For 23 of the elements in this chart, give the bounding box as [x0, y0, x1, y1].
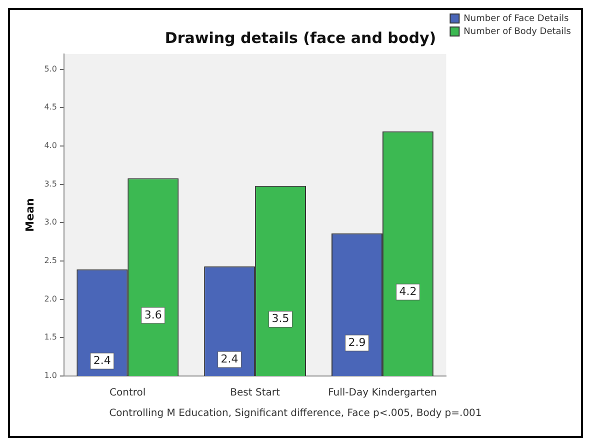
x-tick-label: Control: [110, 388, 146, 399]
y-axis-title: Mean: [23, 198, 36, 232]
y-tick-label: 5.0: [44, 64, 57, 74]
data-label: 2.4: [220, 352, 238, 366]
text: Controlling M Education, Significant difference, Face p<.005, Body p=.001: [108, 408, 483, 419]
data-label: 3.5: [272, 312, 290, 326]
y-tick-label: 3.5: [44, 179, 57, 188]
x-tick-label: Full-Day Kindergarten: [328, 388, 437, 399]
data-label: 4.2: [399, 284, 417, 298]
x-tick-label: Best Start: [230, 388, 280, 399]
legend-label: Number of Body Details: [464, 26, 572, 37]
y-tick-label: 2.0: [44, 294, 57, 304]
chart-title: Drawing details (face and body): [164, 28, 436, 47]
data-label: 2.9: [348, 336, 366, 349]
y-tick-label: 3.0: [44, 218, 57, 227]
data-label: 3.6: [144, 308, 162, 322]
y-tick-label: 4.5: [44, 102, 57, 112]
y-tick-label: 1.5: [44, 332, 57, 342]
y-tick-label: 2.5: [44, 256, 57, 266]
y-tick-label: 4.0: [44, 141, 57, 150]
y-tick-label: 1.0: [44, 371, 57, 380]
legend-label: Number of Face Details: [464, 14, 569, 24]
data-label: 2.4: [93, 354, 111, 367]
